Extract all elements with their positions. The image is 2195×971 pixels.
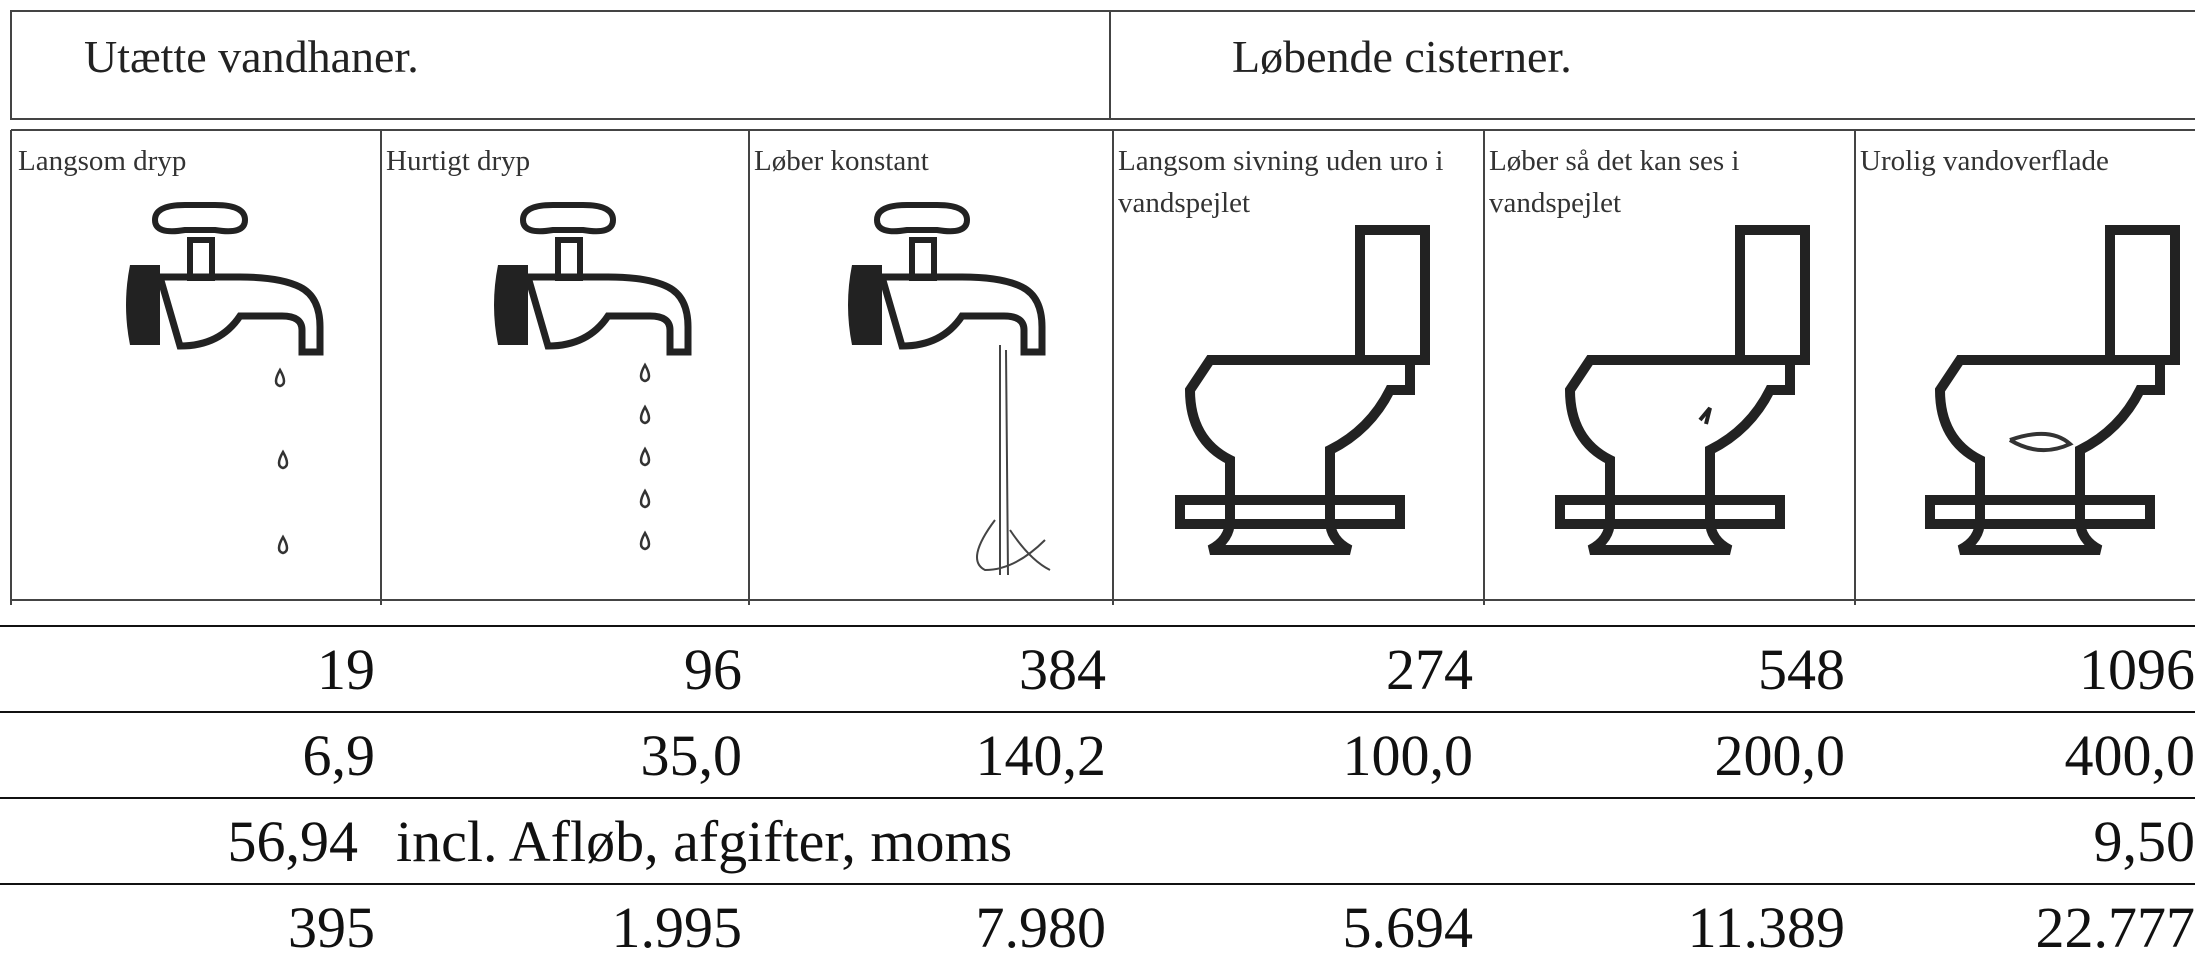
column-label: Hurtigt dryp [386,140,741,182]
table-cell: 56,94 [228,799,359,885]
table-cell: 35,0 [641,713,743,799]
column-label: Løber konstant [754,140,1109,182]
table-cell: 200,0 [1715,713,1846,799]
table-cell: 548 [1758,627,1845,713]
illustration-table [0,0,2195,620]
table-cell: 1096 [2079,627,2195,713]
table-cell: 274 [1386,627,1473,713]
column-label: Løber så det kan ses i vandspejlet [1489,140,1851,224]
group-title: Løbende cisterner. [1232,30,1572,83]
table-cell: 5.694 [1343,885,1474,971]
table-cell: 6,9 [303,713,376,799]
table-cell: 96 [684,627,742,713]
column-label: Urolig vandoverflade [1860,140,2195,182]
table-cell: 1.995 [612,885,743,971]
table-cell: 384 [1019,627,1106,713]
group-title: Utætte vandhaner. [84,30,419,83]
table-cell: 395 [288,885,375,971]
table-cell: 11.389 [1688,885,1845,971]
table-cell: 7.980 [976,885,1107,971]
column-label: Langsom dryp [18,140,373,182]
table-cell: 100,0 [1343,713,1474,799]
table-cell: 19 [317,627,375,713]
table-cell: 9,50 [2094,799,2195,885]
table-cell: incl. Afløb, afgifter, moms [396,799,1012,885]
column-label: Langsom sivning uden uro i vandspejlet [1118,140,1480,224]
table-cell: 140,2 [976,713,1107,799]
table-cell: 22.777 [2036,885,2195,971]
table-cell: 400,0 [2065,713,2195,799]
